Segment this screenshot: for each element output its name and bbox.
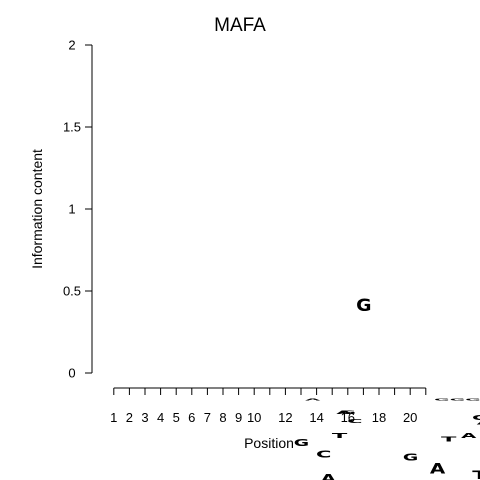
logo-letter-a-pos-2: A <box>321 472 337 480</box>
x-tick-label: 14 <box>309 410 323 425</box>
x-tick-label: 2 <box>126 410 133 425</box>
x-tick-label: 20 <box>403 410 417 425</box>
logo-letter-g-pos-8: G <box>403 451 418 463</box>
logo-letter-c-pos-1: C <box>316 448 331 459</box>
y-tick-label: 0 <box>68 366 75 381</box>
x-tick-label: 10 <box>247 410 261 425</box>
x-axis-label: Position <box>244 435 294 451</box>
x-tick-label: 5 <box>173 410 180 425</box>
logo-letter-g-pos-11: G <box>450 398 465 401</box>
logo-letters: ATCGAGTACTGGCATGCGCTATGACTGACGTACGATCGAT… <box>294 296 480 480</box>
x-tick-label: 12 <box>278 410 292 425</box>
y-tick-label: 0.5 <box>63 284 81 299</box>
logo-letter-g-pos-10: G <box>434 398 449 401</box>
logo-letter-t-pos-8: T <box>441 435 457 443</box>
logo-letter-a-pos-12: A <box>477 419 480 426</box>
logo-letter-g-pos-1: G <box>294 437 309 449</box>
logo-letter-g-pos-5: G <box>356 296 371 316</box>
logo-letter-t-pos-1: T <box>332 431 348 439</box>
x-tick-label: 9 <box>235 410 242 425</box>
y-tick-label: 1 <box>68 202 75 217</box>
logo-letter-a-pos-11: A <box>461 432 477 440</box>
x-tick-label: 1 <box>110 410 117 425</box>
logo-letter-g-pos-12: G <box>465 398 480 401</box>
x-tick-label: 8 <box>219 410 226 425</box>
x-axis: 1 2 3 4 5 6 7 8 9 10 12 14 16 18 20 <box>110 387 427 425</box>
x-tick-label: 7 <box>204 410 211 425</box>
logo-letter-a-pos-3: A <box>336 411 353 416</box>
y-tick-label: 1.5 <box>63 120 81 135</box>
x-tick-label: 6 <box>188 410 195 425</box>
x-tick-label: 3 <box>141 410 148 425</box>
logo-letter-a-pos-1: A <box>305 398 320 401</box>
chart-title: MAFA <box>214 15 266 36</box>
y-tick-label: 2 <box>68 38 75 53</box>
x-tick-label: 4 <box>157 410 164 425</box>
y-axis-label: Information content <box>29 149 45 269</box>
logo-letter-a-pos-9: A <box>430 462 446 478</box>
x-tick-label: 18 <box>372 410 386 425</box>
logo-letter-c-pos-3: C <box>347 418 362 425</box>
logo-letter-t-pos-10: T <box>472 469 480 480</box>
x-tick-label: 16 <box>341 410 355 425</box>
logo-letter-g-pos-4: G <box>340 410 355 415</box>
y-axis: 0 0.5 1 1.5 2 <box>63 38 93 381</box>
logo-letter-c-pos-11: C <box>472 413 480 422</box>
